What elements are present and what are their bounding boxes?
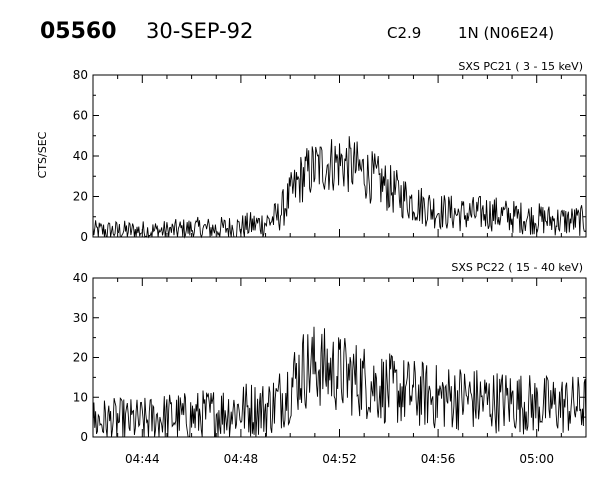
y-tick-label: 40 [73, 149, 88, 163]
event-date: 30-SEP-92 [146, 19, 253, 43]
panel-title: SXS PC21 ( 3 - 15 keV) [458, 60, 583, 73]
x-tick-label: 04:52 [322, 452, 357, 466]
series [92, 136, 587, 239]
axis-ticks: 0 20 40 60 80 [73, 68, 587, 244]
series-line [92, 326, 587, 438]
top-panel-pc21: SXS PC21 ( 3 - 15 keV) CTS/SEC 0 20 40 60 80 [36, 60, 587, 244]
y-tick-label: 20 [73, 190, 88, 204]
series-line [92, 136, 587, 239]
event-id: 05560 [40, 19, 117, 44]
flare-class: C2.9 [387, 24, 421, 42]
series [92, 326, 587, 438]
axis-ticks: 0 10 20 30 40 04:44 04:48 04:52 04:56 05:00 [73, 271, 587, 466]
x-tick-label: 05:00 [519, 452, 554, 466]
x-tick-label: 04:56 [421, 452, 456, 466]
y-tick-label: 20 [73, 351, 88, 365]
y-tick-label: 30 [73, 311, 88, 325]
x-tick-label: 04:44 [125, 452, 160, 466]
y-tick-label: 80 [73, 68, 88, 82]
y-tick-label: 60 [73, 109, 88, 123]
x-tick-label: 04:48 [224, 452, 259, 466]
panel-title: SXS PC22 ( 15 - 40 keV) [451, 261, 583, 274]
y-tick-label: 10 [73, 390, 88, 404]
y-tick-label: 0 [80, 430, 88, 444]
bottom-panel-pc22: SXS PC22 ( 15 - 40 keV) 0 10 20 30 40 04:44 04… [73, 261, 587, 466]
y-axis-label: CTS/SEC [36, 131, 49, 178]
flare-location: 1N (N06E24) [458, 24, 554, 42]
y-tick-label: 0 [80, 230, 88, 244]
plot-frame [92, 277, 587, 438]
y-tick-label: 40 [73, 271, 88, 285]
plot-frame [92, 74, 587, 238]
